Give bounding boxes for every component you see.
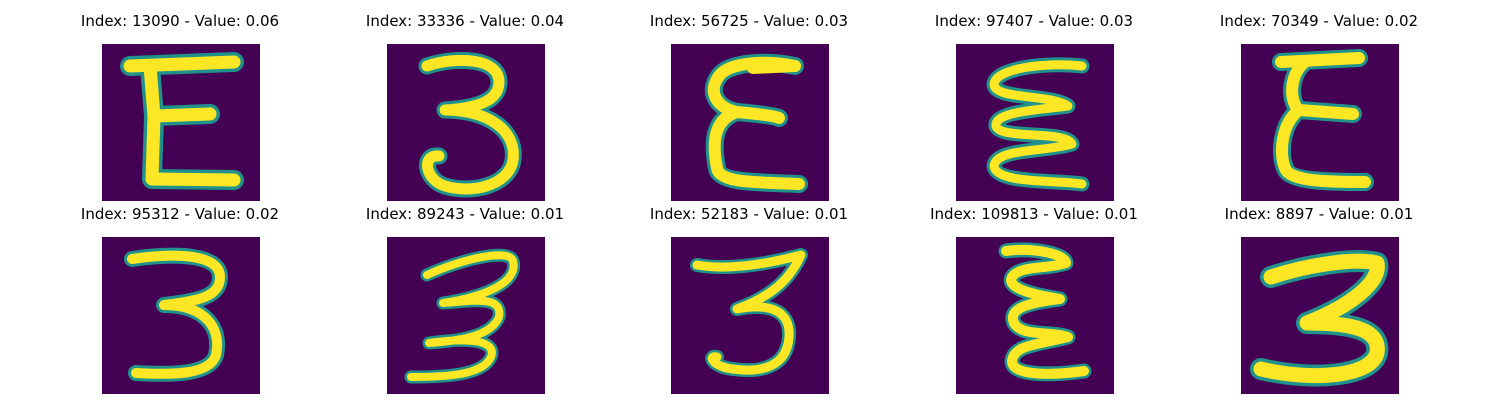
digit-image — [671, 237, 829, 394]
panel-title: Index: 97407 - Value: 0.03 — [934, 12, 1134, 30]
panel-title: Index: 52183 - Value: 0.01 — [649, 205, 849, 223]
digit-3-glyph — [404, 248, 521, 384]
image-panel: Index: 13090 - Value: 0.06 — [38, 10, 322, 201]
image-panel: Index: 70349 - Value: 0.02 — [1177, 10, 1461, 201]
image-panel: Index: 95312 - Value: 0.02 — [38, 203, 322, 394]
digit-image — [102, 44, 260, 201]
digit-image — [387, 237, 545, 394]
digit-image — [671, 44, 829, 201]
digit-3-mirrored-glyph — [1272, 49, 1374, 191]
digit-3-glyph — [418, 51, 522, 198]
panel-title: Index: 13090 - Value: 0.06 — [80, 12, 280, 30]
digit-3-mirrored-glyph — [704, 53, 808, 193]
digit-3-mirrored-glyph — [120, 52, 244, 190]
panel-title: Index: 109813 - Value: 0.01 — [930, 205, 1138, 223]
digit-3-mirrored-glyph — [998, 242, 1092, 382]
digit-3-mirrored-glyph — [986, 57, 1090, 192]
digit-image — [1241, 44, 1399, 201]
digit-image — [102, 237, 260, 394]
digit-image — [956, 237, 1114, 394]
image-panel: Index: 8897 - Value: 0.01 — [1177, 203, 1461, 394]
digit-image — [387, 44, 545, 201]
digit-3-glyph — [1250, 250, 1389, 387]
image-panel: Index: 33336 - Value: 0.04 — [323, 10, 607, 201]
digit-3-glyph — [690, 248, 808, 378]
image-panel: Index: 97407 - Value: 0.03 — [892, 10, 1176, 201]
panel-title: Index: 56725 - Value: 0.03 — [649, 12, 849, 30]
panel-title: Index: 95312 - Value: 0.02 — [80, 205, 280, 223]
digit-3-glyph — [124, 247, 228, 382]
image-panel: Index: 89243 - Value: 0.01 — [323, 203, 607, 394]
panel-title: Index: 33336 - Value: 0.04 — [365, 12, 565, 30]
image-panel: Index: 56725 - Value: 0.03 — [607, 10, 891, 201]
digit-image — [1241, 237, 1399, 394]
digit-image — [956, 44, 1114, 201]
panel-title: Index: 89243 - Value: 0.01 — [365, 205, 565, 223]
panel-title: Index: 70349 - Value: 0.02 — [1219, 12, 1419, 30]
panel-title: Index: 8897 - Value: 0.01 — [1224, 205, 1414, 223]
image-panel: Index: 109813 - Value: 0.01 — [892, 203, 1176, 394]
image-panel: Index: 52183 - Value: 0.01 — [607, 203, 891, 394]
